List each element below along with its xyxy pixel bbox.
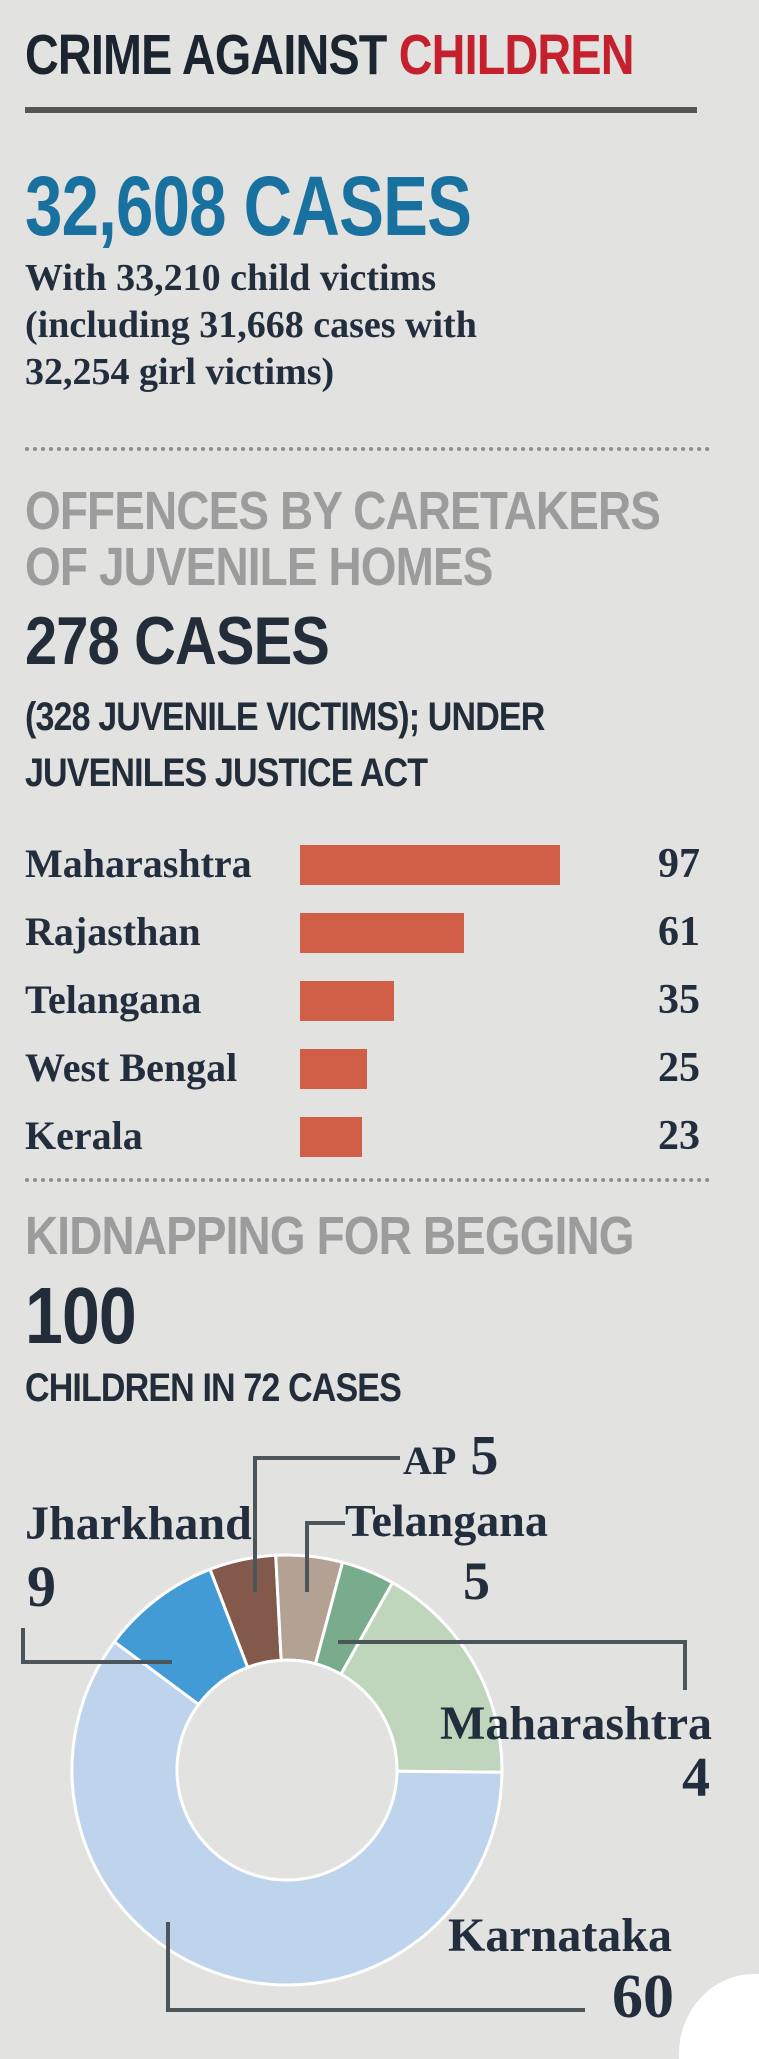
jharkhand-connector-line (21, 1628, 172, 1664)
caretakers-cases-number: 278 CASES (25, 603, 330, 679)
title-black: CRIME AGAINST (25, 23, 399, 87)
kidnapping-sub: CHILDREN IN 72 CASES (25, 1366, 402, 1410)
victims-line-1: With 33,210 child victims (25, 257, 436, 299)
bar-row-telangana: Telangana 35 (0, 976, 759, 1044)
bar-row-kerala: Kerala 23 (0, 1112, 759, 1180)
donut-segment-karnataka (70, 1639, 504, 1987)
ap-connector-line (253, 1456, 400, 1592)
page-title: CRIME AGAINST CHILDREN (25, 22, 759, 88)
donut-label-telangana-name: Telangana (345, 1495, 548, 1546)
bar-label: Rajasthan (25, 909, 201, 954)
caretakers-heading: OFFENCES BY CARETAKERS OF JUVENILE HOMES (25, 481, 661, 597)
bar (300, 1117, 362, 1157)
donut-label-karnataka-value: 60 (612, 1963, 674, 2031)
bar-row-west-bengal: West Bengal 25 (0, 1044, 759, 1112)
donut-label-jharkhand-name: Jharkhand (25, 1497, 252, 1550)
telangana-connector-line (305, 1521, 345, 1592)
karnataka-connector-line (166, 1922, 585, 2012)
caretakers-sub-1: (328 JUVENILE VICTIMS); UNDER (25, 695, 545, 739)
bar-value: 35 (658, 977, 700, 1023)
title-rule (25, 107, 697, 113)
donut-label-ap-name: AP (403, 1438, 457, 1483)
bar-row-maharashtra: Maharashtra 97 (0, 840, 759, 908)
bar-value: 61 (658, 909, 700, 955)
victims-line-2: (including 31,668 cases with (25, 304, 477, 346)
bar (300, 1049, 367, 1089)
donut-label-jharkhand-value: 9 (27, 1554, 56, 1619)
donut-label-karnataka-name: Karnataka (447, 1909, 672, 1962)
title-red: CHILDREN (398, 23, 635, 87)
bar-label: West Bengal (25, 1045, 238, 1090)
bar-label: Kerala (25, 1113, 143, 1158)
donut-label-maharashtra-name: Maharashtra (440, 1697, 712, 1750)
bar-value: 25 (658, 1045, 700, 1091)
caretakers-bar-chart: Maharashtra 97 Rajasthan 61 Telangana 35 West … (0, 840, 759, 1180)
maharashtra-connector-line (338, 1640, 687, 1690)
donut-label-maharashtra-value: 4 (682, 1747, 710, 1809)
victims-description: With 33,210 child victims (including 31,… (25, 255, 477, 396)
bar-label: Maharashtra (25, 841, 252, 886)
kidnapping-donut-chart (21, 1456, 687, 2012)
victims-line-3: 32,254 girl victims) (25, 351, 335, 393)
bar-label: Telangana (25, 977, 202, 1022)
total-cases-number: 32,608 CASES (25, 159, 472, 253)
donut-segment-unlabeled (338, 1580, 504, 1774)
donut-label-ap: AP 5 (403, 1428, 498, 1484)
caretakers-sub-2: JUVENILES JUSTICE ACT (25, 751, 428, 795)
kidnapping-heading: KIDNAPPING FOR BEGGING (25, 1206, 634, 1266)
bar-value: 23 (658, 1113, 700, 1159)
kidnapping-children-number: 100 (25, 1271, 137, 1360)
donut-segment-jharkhand (112, 1567, 250, 1707)
bar-value: 97 (658, 841, 700, 887)
donut-label-ap-value: 5 (470, 1425, 499, 1487)
bar-row-rajasthan: Rajasthan 61 (0, 908, 759, 976)
bar (300, 845, 560, 885)
section-divider-1 (25, 447, 710, 451)
bar (300, 981, 394, 1021)
bar (300, 913, 464, 953)
donut-label-telangana-value: 5 (463, 1551, 490, 1611)
section-divider-2 (25, 1178, 710, 1182)
